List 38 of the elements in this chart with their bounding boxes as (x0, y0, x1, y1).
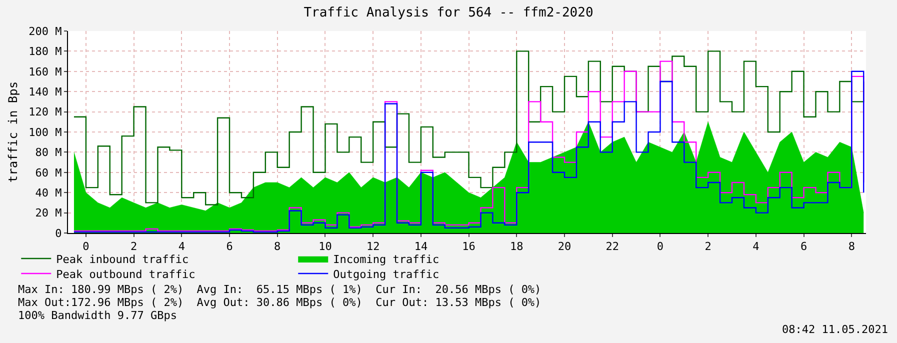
chart-title: Traffic Analysis for 564 -- ffm2-2020 (304, 6, 594, 21)
x-tick-label: 6 (226, 240, 233, 254)
y-tick-label: 100 M (28, 126, 62, 139)
x-tick-label: 20 (558, 240, 572, 254)
x-tick-label: 12 (366, 240, 380, 254)
y-tick-label: 140 M (28, 85, 62, 98)
text: Max In: 180.99 MBps ( 2%) Avg In: 65.15 MBps ( 1%) Cur In: 20.56 MBps ( 0%) (18, 283, 542, 296)
x-tick-label: 10 (318, 240, 332, 254)
legend-label: Incoming traffic (333, 252, 440, 266)
y-axis-title: traffic in Bps (6, 81, 20, 183)
x-tick-label: 6 (800, 240, 808, 254)
legend-label: Peak inbound traffic (56, 252, 189, 266)
y-tick-label: 0 (55, 226, 62, 240)
y-tick-label: 80 M (35, 146, 62, 160)
text: 100% Bandwidth 9.77 GBps (18, 309, 177, 322)
x-tick-label: 2 (130, 240, 138, 254)
legend-label: Outgoing traffic (333, 268, 440, 281)
x-tick-label: 16 (462, 240, 476, 254)
y-tick-label: 120 M (28, 106, 62, 119)
y-tick-label: 20 M (35, 206, 62, 220)
x-tick-label: 4 (752, 240, 760, 254)
x-tick-label: 8 (848, 240, 855, 254)
y-tick-label: 160 M (28, 65, 62, 78)
y-tick-label: 180 M (28, 45, 62, 58)
x-tick-label: 4 (178, 240, 186, 254)
x-tick-label: 18 (510, 240, 524, 254)
x-tick-label: 8 (274, 240, 281, 254)
text: Max Out:172.96 MBps ( 2%) Avg Out: 30.86 MBps ( 0%) Cur Out: 13.53 MBps ( 0%) (18, 296, 542, 309)
x-tick-label: 0 (656, 240, 664, 254)
x-tick-label: 14 (414, 240, 428, 254)
x-tick-label: 2 (704, 240, 712, 254)
y-tick-label: 200 M (28, 24, 62, 38)
x-tick-label: 22 (606, 240, 619, 254)
legend-label: Peak outbound traffic (56, 268, 196, 281)
y-tick-label: 60 M (35, 166, 62, 180)
x-tick-label: 0 (82, 240, 90, 254)
text: 08:42 11.05.2021 (782, 323, 888, 336)
y-tick-label: 40 M (35, 186, 62, 200)
